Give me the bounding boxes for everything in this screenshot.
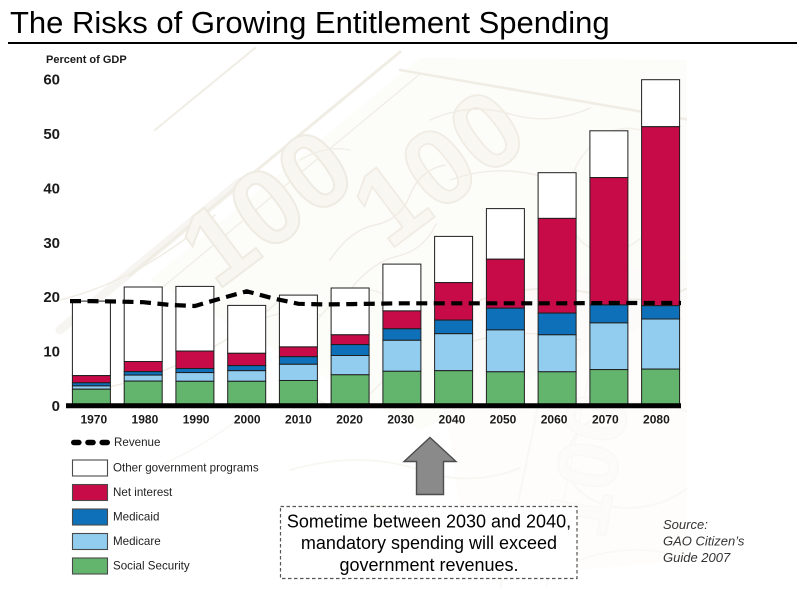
svg-text:30: 30 <box>43 235 60 252</box>
svg-text:2030: 2030 <box>387 413 414 427</box>
svg-text:Other government programs: Other government programs <box>113 462 259 475</box>
svg-text:1980: 1980 <box>132 413 159 427</box>
svg-text:2040: 2040 <box>439 413 466 427</box>
svg-text:2050: 2050 <box>490 413 517 427</box>
svg-text:Source:: Source: <box>663 517 708 532</box>
svg-text:2060: 2060 <box>541 413 568 427</box>
svg-text:0: 0 <box>52 398 60 415</box>
svg-text:Medicaid: Medicaid <box>113 511 159 524</box>
svg-text:Medicare: Medicare <box>113 535 161 548</box>
svg-text:Net interest: Net interest <box>113 486 173 499</box>
svg-text:2000: 2000 <box>234 413 261 427</box>
svg-text:GAO Citizen’s: GAO Citizen’s <box>663 534 745 549</box>
svg-text:50: 50 <box>43 126 60 143</box>
svg-text:60: 60 <box>43 72 60 89</box>
svg-text:10: 10 <box>43 344 60 361</box>
svg-text:40: 40 <box>43 180 60 197</box>
svg-text:20: 20 <box>43 289 60 306</box>
svg-text:1990: 1990 <box>183 413 210 427</box>
svg-text:Sometime between 2030 and 2040: Sometime between 2030 and 2040, <box>287 512 571 532</box>
svg-text:1970: 1970 <box>80 413 107 427</box>
svg-text:mandatory spending will exceed: mandatory spending will exceed <box>301 533 557 553</box>
svg-text:2080: 2080 <box>643 413 670 427</box>
svg-text:Percent of GDP: Percent of GDP <box>46 54 127 66</box>
svg-text:Revenue: Revenue <box>114 436 160 449</box>
svg-text:Guide 2007: Guide 2007 <box>663 550 731 565</box>
svg-text:2010: 2010 <box>285 413 312 427</box>
svg-text:2020: 2020 <box>336 413 363 427</box>
svg-text:2070: 2070 <box>592 413 619 427</box>
svg-text:government revenues.: government revenues. <box>339 555 518 575</box>
svg-text:Social Security: Social Security <box>113 560 190 573</box>
